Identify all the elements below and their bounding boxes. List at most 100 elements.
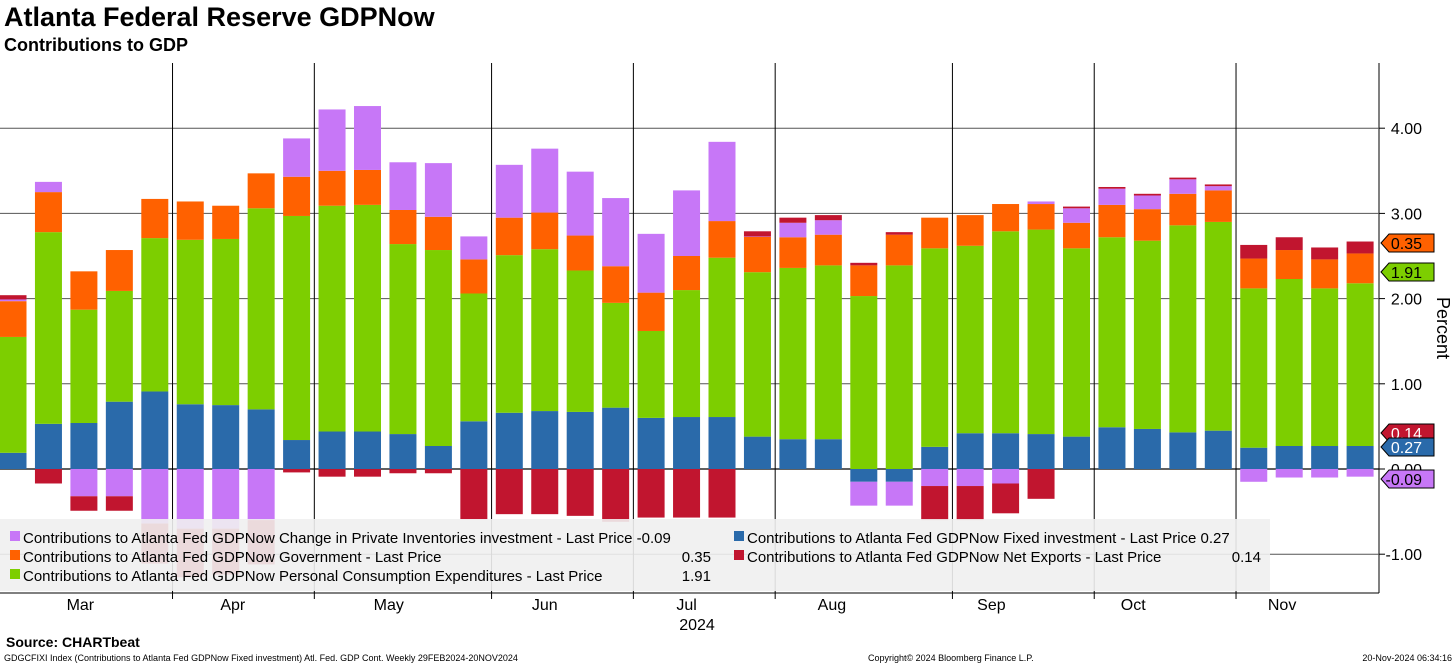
bar-inv <box>389 162 417 210</box>
bar-gov <box>1204 190 1232 222</box>
bar-pce <box>141 238 169 392</box>
bar-inv <box>1311 469 1339 478</box>
bar-nx <box>1311 247 1339 260</box>
bar-fixed <box>779 439 807 469</box>
legend-value-pce: 1.91 <box>682 568 711 585</box>
last-value-tag-gov <box>1380 233 1435 253</box>
bar-inv <box>743 236 771 237</box>
bar-pce <box>34 232 62 424</box>
bar-pce <box>602 302 630 408</box>
bar-fixed <box>531 411 559 469</box>
bar-inv <box>956 469 984 487</box>
bar-nx <box>495 469 523 515</box>
bar-gov <box>708 221 736 258</box>
bar-gov <box>1240 258 1268 289</box>
bar-fixed <box>566 411 594 469</box>
x-tick-label: Jul <box>676 597 696 614</box>
bar-nx <box>531 469 559 515</box>
bar-fixed <box>992 433 1020 469</box>
legend-box <box>0 519 1270 591</box>
legend-label-nx: Contributions to Atlanta Fed GDPNow Net … <box>747 549 1161 566</box>
x-tick-label: Nov <box>1268 597 1296 614</box>
legend-swatch-nx <box>734 550 744 560</box>
y-tick-label: -1.00 <box>1386 547 1423 564</box>
bar-pce <box>176 239 204 405</box>
bar-pce <box>318 205 346 432</box>
x-tick-label: May <box>374 597 404 614</box>
bar-nx <box>637 469 665 518</box>
bar-inv <box>176 469 204 529</box>
bar-pce <box>850 296 878 469</box>
bar-nx <box>743 231 771 237</box>
bar-nx <box>1275 237 1303 251</box>
bar-fixed <box>354 431 381 469</box>
legend-value-nx: 0.14 <box>1232 549 1261 566</box>
bar-gov <box>212 205 240 239</box>
bar-nx <box>354 469 381 477</box>
bar-nx <box>566 469 594 516</box>
bar-gov <box>105 250 133 291</box>
bar-nx <box>424 469 452 474</box>
x-tick-label: Mar <box>67 597 95 614</box>
bar-nx <box>70 496 98 511</box>
bar-inv <box>495 164 523 218</box>
bar-gov <box>1133 209 1161 241</box>
bar-gov <box>0 301 27 337</box>
bar-fixed <box>1204 430 1232 469</box>
bar-nx <box>460 469 488 520</box>
bar-fixed <box>956 433 984 469</box>
bar-gov <box>247 173 275 209</box>
x-tick-label: Apr <box>220 597 246 614</box>
bar-gov <box>141 198 169 239</box>
bar-nx <box>1063 206 1090 209</box>
source-label: Source: CHARTbeat <box>6 634 140 650</box>
bar-pce <box>283 215 311 441</box>
last-value-tag-fixed <box>1380 437 1435 457</box>
bar-inv <box>531 148 559 213</box>
bar-pce <box>70 309 98 423</box>
y-tick-label: 1.00 <box>1391 377 1422 394</box>
bar-fixed <box>105 401 133 469</box>
bar-fixed <box>1169 432 1197 469</box>
bar-inv <box>921 469 949 487</box>
bar-inv <box>212 469 240 529</box>
bar-fixed <box>602 407 630 469</box>
bar-fixed <box>212 405 240 469</box>
bar-pce <box>885 265 913 469</box>
bar-gov <box>637 292 665 331</box>
x-tick-label: Sep <box>977 597 1006 614</box>
bar-gov <box>566 235 594 271</box>
bar-pce <box>1098 237 1126 428</box>
legend-value-gov: 0.35 <box>682 549 711 566</box>
bar-nx <box>885 232 913 235</box>
bar-gov <box>1311 259 1339 289</box>
bar-inv <box>708 141 736 222</box>
legend-swatch-fixed <box>734 531 744 541</box>
bar-pce <box>247 208 275 410</box>
bar-gov <box>673 256 701 291</box>
bar-gov <box>921 217 949 249</box>
bar-gov <box>1098 204 1126 238</box>
bar-gov <box>495 217 523 256</box>
bar-fixed <box>673 417 701 469</box>
bar-nx <box>318 469 346 477</box>
legend-label-inv: Contributions to Atlanta Fed GDPNow Chan… <box>23 530 671 547</box>
bar-inv <box>1063 208 1090 223</box>
bar-inv <box>1169 179 1197 194</box>
bar-pce <box>814 265 842 440</box>
bar-gov <box>283 176 311 216</box>
bar-pce <box>531 249 559 412</box>
legend-swatch-inv <box>10 531 20 541</box>
bar-fixed <box>283 440 311 469</box>
bar-pce <box>1027 229 1055 435</box>
x-axis-year-label: 2024 <box>679 617 715 634</box>
bar-inv <box>283 138 311 177</box>
bar-pce <box>743 272 771 437</box>
bar-fixed <box>141 391 169 469</box>
bar-nx <box>1098 186 1126 189</box>
x-tick-label: Oct <box>1121 597 1146 614</box>
bar-pce <box>566 270 594 412</box>
bar-nx <box>1027 469 1055 499</box>
bar-inv <box>637 233 665 293</box>
bar-gov <box>354 169 381 205</box>
